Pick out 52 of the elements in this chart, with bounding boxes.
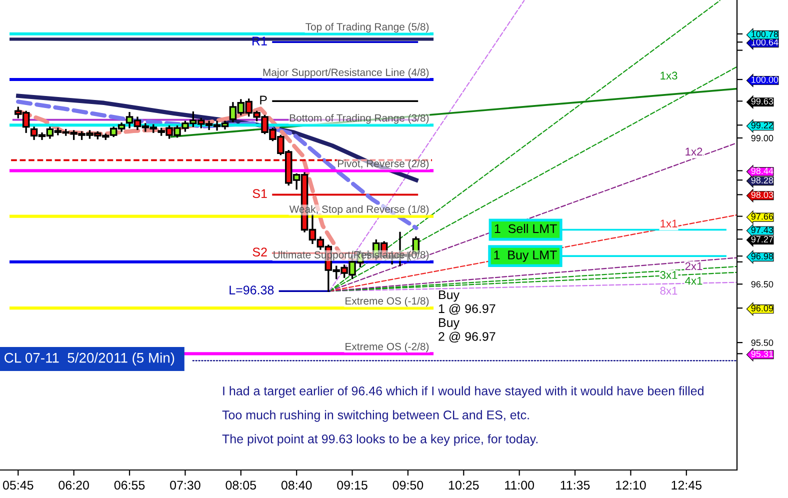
y-tick-label: 95.50 [751,340,774,346]
x-tick-label: 09:15 [337,480,368,490]
y-tick-label: 98.03 [751,192,774,198]
y-tick-label: 100.00 [752,76,778,83]
x-tick-label: 10:25 [448,480,479,490]
y-tick-label: 97.66 [751,213,774,220]
x-tick-label: 06:20 [58,480,89,490]
x-tick-label: 08:05 [226,480,256,490]
ref-line-label: Major Support/Resistance Line (4/8) [263,68,429,78]
ref-line-label: Top of Trading Range (5/8) [306,22,429,33]
ref-line-label: Extreme OS (-2/8) [346,342,429,352]
series-label: S1 [252,189,267,198]
x-tick-label: 12:45 [672,480,702,490]
annotation: The pivot point at 99.63 looks to be a key price, for today. [222,434,538,446]
text: CL 07-11 5/20/2011 (5 Min) [4,352,174,366]
series-label: 1x1 [660,220,678,228]
y-tick-label: 100.78 [752,30,778,38]
series-label: 1 Buy LMT [494,250,557,262]
y-tick-label: 98.28 [751,177,774,184]
series-label: 1x3 [660,72,678,80]
x-tick-label: 08:40 [281,480,312,490]
series-label: 1 Sell LMT [494,224,557,234]
x-tick-label: 05:45 [2,480,34,490]
y-tick-label: 100.64 [752,39,778,46]
annotation: I had a target earlier of 96.46 which if I would have stayed with it would have been filled [223,386,704,398]
y-tick-label: 96.50 [751,281,774,288]
series-label: P [260,96,267,104]
y-tick-label: 96.09 [751,305,774,312]
ref-line-label: Extreme OS (-1/8) [346,296,429,307]
series-label: 4x1 [685,276,702,285]
x-tick-label: 06:55 [114,480,145,490]
x-tick-label: 07:30 [170,480,200,490]
series-label: 3x1 [660,271,678,279]
y-tick-label: 99.00 [751,134,774,142]
series-label: 2x1 [685,262,702,270]
series-label: 8x1 [660,286,678,295]
y-tick-label: 97.27 [751,236,774,242]
series-label: 1x2 [686,148,702,156]
annotation: Too much rushing in switching between CL and ES, etc. [222,410,529,422]
y-tick-label: 95.31 [751,350,774,358]
series-label: S2 [252,248,267,256]
x-tick-label: 11:35 [560,480,590,490]
annotation: Buy 1 @ 96.97 Buy 2 @ 96.97 [438,290,496,343]
y-tick-label: 99.22 [751,122,774,128]
y-tick-label: 97.43 [751,226,774,234]
y-tick-label: 99.63 [751,98,774,104]
y-tick-label: 96.98 [751,253,774,260]
series-label: L=96.38 [230,286,274,294]
x-tick-label: 09:50 [392,480,424,490]
ref-line-label: Pivot, Reverse (2/8) [338,160,429,170]
x-tick-label: 12:10 [616,480,646,490]
x-tick-label: 11:00 [505,480,534,490]
